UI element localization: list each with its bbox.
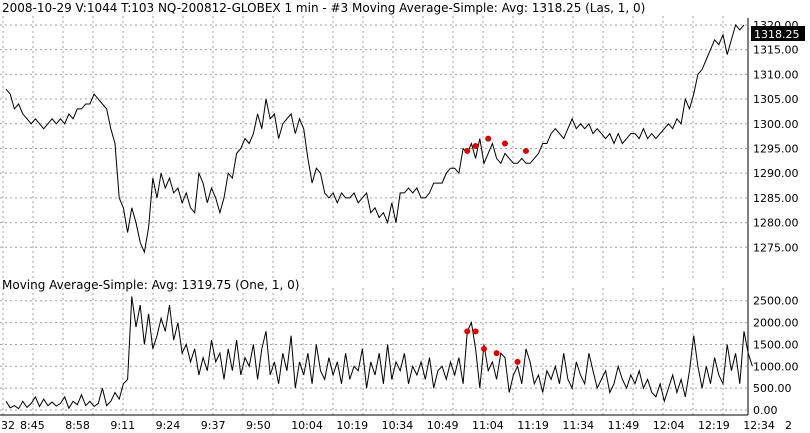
- time-tick-label: 8:58: [65, 419, 90, 432]
- time-tick-label: 11:04: [472, 419, 504, 432]
- price-tick-label: 1285.00: [753, 192, 799, 205]
- price-tick-label: 1315.00: [753, 44, 799, 57]
- price-tick-label: 1305.00: [753, 93, 799, 106]
- time-tick-label: 10:04: [291, 419, 323, 432]
- time-tick-label: 32: [1, 419, 15, 432]
- time-tick-label: 10:49: [427, 419, 459, 432]
- volume-tick-label: 1500.00: [753, 338, 799, 351]
- volume-marker: [472, 328, 479, 335]
- volume-markers: [464, 328, 521, 365]
- volume-marker: [464, 328, 471, 335]
- last-price-label: 1318.25: [754, 28, 800, 41]
- price-marker: [464, 147, 471, 154]
- time-tick-label: 12:34: [743, 419, 775, 432]
- price-marker: [522, 147, 529, 154]
- time-axis-ticks: 32 8:45 8:58 9:11 9:24 9:37 9:50 10:04 10:19 10:3…: [1, 419, 792, 432]
- price-markers: [464, 135, 529, 154]
- volume-axis-ticks: 0.00 500.00 1000.00 1500.00 2000.00 2500.00: [753, 295, 799, 417]
- last-price-badge: [751, 26, 805, 41]
- price-tick-label: 1290.00: [753, 167, 799, 180]
- time-tick-label: 10:19: [336, 419, 368, 432]
- volume-tick-label: 500.00: [753, 382, 792, 395]
- volume-panel-grid: [0, 288, 748, 416]
- time-tick-label: 12:04: [653, 419, 685, 432]
- time-tick-label: 11:19: [517, 419, 549, 432]
- price-tick-label: 1295.00: [753, 142, 799, 155]
- volume-marker: [493, 350, 500, 357]
- volume-panel-title: Moving Average-Simple: Avg: 1319.75 (One…: [2, 278, 299, 292]
- time-tick-label: 10:34: [382, 419, 414, 432]
- volume-marker: [514, 358, 521, 365]
- price-marker: [501, 140, 508, 147]
- time-tick-label: 9:37: [201, 419, 226, 432]
- volume-tick-label: 2500.00: [753, 295, 799, 308]
- time-tick-label: 9:24: [156, 419, 181, 432]
- price-axis-ticks: 1275.00 1280.00 1285.00 1290.00 1295.00 1300.…: [753, 19, 799, 254]
- price-tick-label: 1310.00: [753, 68, 799, 81]
- price-tick-label: 1300.00: [753, 118, 799, 131]
- price-panel-title: 2008-10-29 V:1044 T:103 NQ-200812-GLOBEX…: [2, 1, 645, 15]
- price-series-line: [5, 23, 745, 254]
- volume-tick-label: 2000.00: [753, 317, 799, 330]
- time-tick-label: 9:11: [110, 419, 135, 432]
- time-tick-label: 8:45: [20, 419, 45, 432]
- price-marker: [485, 135, 492, 142]
- price-tick-label: 1280.00: [753, 217, 799, 230]
- volume-marker: [481, 345, 488, 352]
- time-tick-label: 11:34: [562, 419, 594, 432]
- volume-series-line: [5, 296, 753, 410]
- time-tick-label: 2: [785, 419, 792, 432]
- price-marker: [472, 143, 479, 149]
- time-tick-label: 9:50: [246, 419, 271, 432]
- price-panel-grid: [0, 16, 748, 278]
- volume-tick-label: 1000.00: [753, 360, 799, 373]
- volume-tick-label: 0.00: [753, 404, 778, 417]
- time-tick-label: 11:49: [608, 419, 640, 432]
- time-tick-label: 12:19: [698, 419, 730, 432]
- price-tick-label: 1275.00: [753, 241, 799, 254]
